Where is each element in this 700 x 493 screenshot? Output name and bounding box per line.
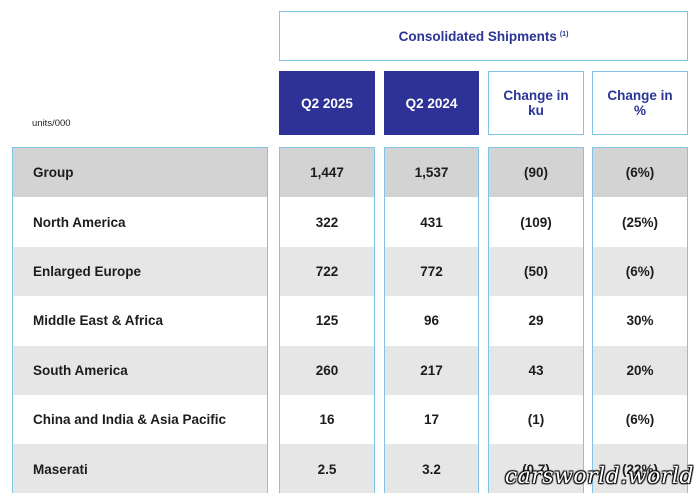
table-cell-region: Group	[13, 148, 267, 198]
table-cell-change-ku: (90)	[489, 148, 583, 198]
table-cell-q2-2025: 260	[280, 345, 374, 395]
header-change-ku: Change in ku	[488, 71, 584, 135]
table-cell-change-pct: (6%)	[593, 246, 687, 297]
table-cell-change-pct: (25%)	[593, 197, 687, 247]
table-cell-q2-2024: 1,537	[385, 148, 478, 198]
table-cell-q2-2025: 2.5	[280, 444, 374, 493]
table-cell-q2-2024: 17	[385, 394, 478, 445]
table-cell-change-ku: (50)	[489, 246, 583, 297]
table-cell-change-pct: 30%	[593, 296, 687, 346]
table-cell-q2-2024: 772	[385, 246, 478, 297]
table-cell-q2-2025: 322	[280, 197, 374, 247]
table-cell-q2-2024: 96	[385, 296, 478, 346]
table-cell-change-pct: 20%	[593, 345, 687, 395]
watermark: carsworld.world	[504, 464, 694, 489]
header-q2-2025: Q2 2025	[279, 71, 375, 135]
units-label: units/000	[32, 118, 71, 129]
table-cell-region: North America	[13, 197, 267, 247]
table-title: Consolidated Shipments (1)	[279, 11, 688, 61]
column-region: Group North America Enlarged Europe Middle …	[12, 147, 268, 493]
table-cell-change-ku: 29	[489, 296, 583, 346]
table-cell-q2-2024: 217	[385, 345, 478, 395]
table-cell-change-ku: 43	[489, 345, 583, 395]
column-q2-2024: 1,537 431 772 96 217 17 3.2	[384, 147, 479, 493]
table-cell-change-pct: (6%)	[593, 394, 687, 445]
column-q2-2025: 1,447 322 722 125 260 16 2.5	[279, 147, 375, 493]
table-cell-q2-2025: 125	[280, 296, 374, 346]
table-cell-region: Enlarged Europe	[13, 246, 267, 297]
table-cell-change-pct: (6%)	[593, 148, 687, 198]
header-q2-2024: Q2 2024	[384, 71, 479, 135]
table-cell-q2-2025: 722	[280, 246, 374, 297]
title-text: Consolidated Shipments	[398, 28, 557, 44]
table-cell-region: China and India & Asia Pacific	[13, 394, 267, 445]
table-cell-q2-2025: 1,447	[280, 148, 374, 198]
header-change-pct: Change in %	[592, 71, 688, 135]
table-cell-q2-2025: 16	[280, 394, 374, 445]
table-cell-change-pct: (22%)	[593, 444, 687, 493]
column-change-ku: (90) (109) (50) 29 43 (1) (0.7)	[488, 147, 584, 493]
column-change-pct: (6%) (25%) (6%) 30% 20% (6%) (22%)	[592, 147, 688, 493]
title-footnote: (1)	[559, 30, 569, 38]
table-cell-change-ku: (0.7)	[489, 444, 583, 493]
table-cell-q2-2024: 3.2	[385, 444, 478, 493]
table-cell-change-ku: (1)	[489, 394, 583, 445]
table-cell-region: Maserati	[13, 444, 267, 493]
table-cell-change-ku: (109)	[489, 197, 583, 247]
table-cell-region: South America	[13, 345, 267, 395]
table-cell-q2-2024: 431	[385, 197, 478, 247]
table-cell-region: Middle East & Africa	[13, 296, 267, 346]
